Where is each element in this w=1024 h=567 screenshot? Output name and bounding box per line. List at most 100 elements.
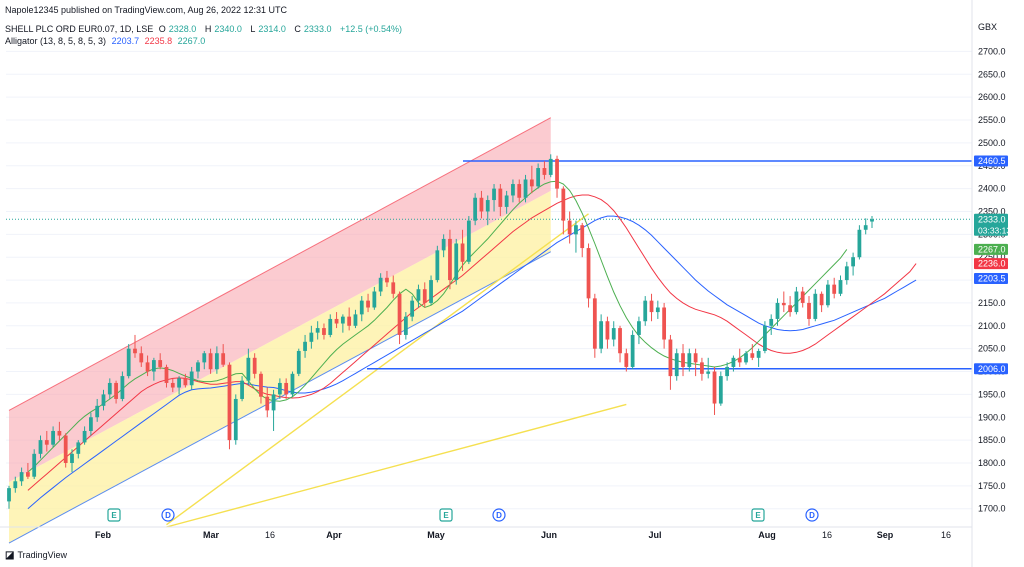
price-tag-text: 2460.5 xyxy=(978,156,1006,166)
candle-body xyxy=(429,280,433,303)
candle-body xyxy=(196,362,200,372)
dividend-marker[interactable]: D xyxy=(805,508,819,522)
dividend-marker[interactable]: D xyxy=(161,508,175,522)
candle-body xyxy=(89,417,93,431)
candle-body xyxy=(448,238,452,281)
candle-body xyxy=(567,220,572,235)
tradingview-logo[interactable]: ◪ TradingView xyxy=(5,550,67,561)
candle-body xyxy=(687,353,692,367)
candle-body xyxy=(750,353,755,358)
candle-body xyxy=(259,373,263,397)
candle-body xyxy=(693,353,698,363)
candle-body xyxy=(7,488,11,502)
candle-body xyxy=(366,300,370,308)
price-tick-label: 2700.0 xyxy=(978,46,1006,56)
dividend-marker[interactable]: D xyxy=(492,508,506,522)
candle-body xyxy=(189,371,194,386)
price-tick-label: 1750.0 xyxy=(978,481,1006,491)
trend-line-lower xyxy=(166,403,627,528)
candle-body xyxy=(706,371,711,374)
price-tag: 2203.5 xyxy=(974,272,1008,284)
alligator-legend[interactable]: Alligator (13, 8, 5, 8, 5, 3) 2203.7 223… xyxy=(5,36,208,46)
dividend-icon xyxy=(805,508,819,522)
symbol-name[interactable]: SHELL PLC ORD EUR0.07, 1D, LSE xyxy=(5,24,154,34)
candle-body xyxy=(832,284,837,294)
candle-body xyxy=(712,371,717,404)
price-tick-label: 2100.0 xyxy=(978,321,1006,331)
earnings-letter: E xyxy=(755,511,761,520)
candle-body xyxy=(208,353,213,370)
candle-body xyxy=(794,291,799,313)
time-tick-label: 16 xyxy=(822,530,832,540)
candle-body xyxy=(309,332,314,342)
candle-body xyxy=(466,220,471,262)
candle-body xyxy=(271,394,276,411)
currency-label: GBX xyxy=(978,22,997,32)
candle-body xyxy=(246,357,251,381)
candle-body xyxy=(95,405,100,418)
time-tick-label: May xyxy=(427,530,445,540)
candle-body xyxy=(13,481,18,489)
candle-body xyxy=(32,453,37,477)
high-label: H 2340.0 xyxy=(204,24,242,34)
candle-body xyxy=(183,378,188,386)
time-tick-label: Apr xyxy=(326,530,342,540)
candle-body xyxy=(668,339,673,377)
channel-upper-zone xyxy=(9,117,551,483)
price-tag-text: 2236.0 xyxy=(978,259,1006,269)
alligator-teeth xyxy=(27,194,917,491)
candle-body xyxy=(378,277,383,292)
price-tick-label: 1950.0 xyxy=(978,389,1006,399)
close-label: C 2333.0 xyxy=(294,24,332,34)
time-tick-label: Aug xyxy=(758,530,776,540)
candle-body xyxy=(114,382,118,399)
price-tag-bg xyxy=(974,155,1008,167)
open-label: O 2328.0 xyxy=(158,24,197,34)
candle-body xyxy=(120,376,125,399)
time-tick-label: 16 xyxy=(265,530,275,540)
candle-body xyxy=(624,353,629,367)
tv-logo-icon: ◪ xyxy=(5,550,15,561)
candle-body xyxy=(422,289,427,303)
channel-lower-zone xyxy=(9,190,551,544)
time-tick-label: Jul xyxy=(648,530,661,540)
candle-body xyxy=(347,316,352,326)
published-line: Napole12345 published on TradingView.com… xyxy=(5,5,288,15)
dividend-icon xyxy=(492,508,506,522)
earnings-icon xyxy=(107,508,121,522)
candle-body xyxy=(277,382,282,395)
candle-body xyxy=(44,440,49,445)
candle-body xyxy=(473,197,478,221)
candle-body xyxy=(38,440,43,454)
candle-body xyxy=(334,318,339,324)
price-tick-label: 2150.0 xyxy=(978,298,1006,308)
channel-top-line xyxy=(8,117,551,411)
earnings-marker[interactable]: E xyxy=(751,508,765,522)
ohlc-legend: SHELL PLC ORD EUR0.07, 1D, LSE O 2328.0 H… xyxy=(5,24,405,34)
candle-body xyxy=(296,350,301,374)
candle-body xyxy=(838,280,843,294)
candle-body xyxy=(731,357,736,367)
price-axis[interactable]: 1700.01750.01800.01850.01900.01950.02000… xyxy=(974,46,1011,514)
time-axis[interactable]: Feb Mar 16 Apr May Jun Jul Aug 16 Sep 16 xyxy=(95,530,951,540)
candle-body xyxy=(637,321,641,335)
candle-body xyxy=(385,277,389,283)
price-tick-label: 2050.0 xyxy=(978,344,1006,354)
price-tick-label: 2550.0 xyxy=(978,115,1006,125)
earnings-marker[interactable]: E xyxy=(107,508,121,522)
candle-body xyxy=(359,300,364,315)
candle-body xyxy=(681,353,685,367)
earnings-marker[interactable]: E xyxy=(439,508,453,522)
candle-body xyxy=(643,300,648,322)
indicator-name: Alligator (13, 8, 5, 8, 5, 3) xyxy=(5,36,107,46)
candle-body xyxy=(851,257,855,267)
candle-body xyxy=(322,328,326,335)
price-tag-bg xyxy=(974,243,1008,255)
candle-body xyxy=(725,366,730,377)
price-tick-label: 2650.0 xyxy=(978,69,1006,79)
candle-body xyxy=(498,188,503,207)
candle-body xyxy=(441,238,446,251)
candle-body xyxy=(240,380,244,399)
